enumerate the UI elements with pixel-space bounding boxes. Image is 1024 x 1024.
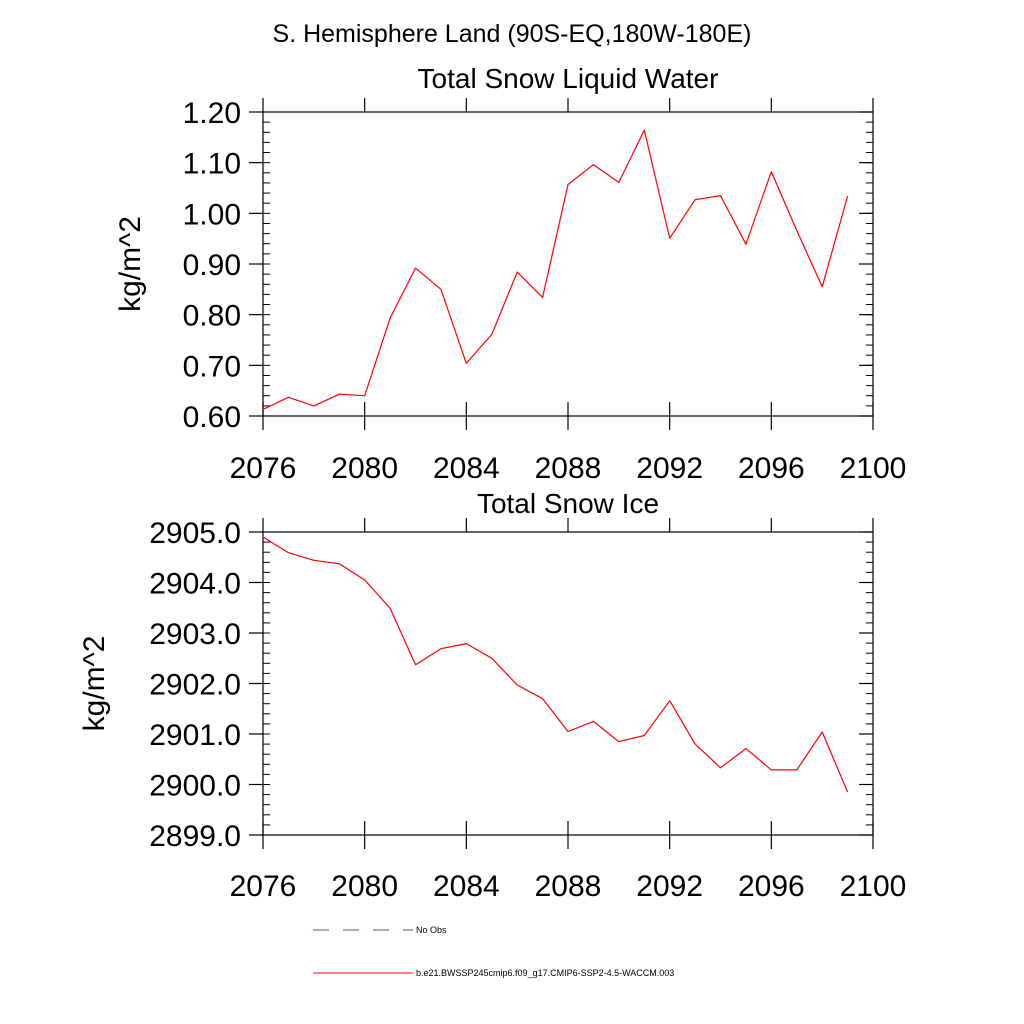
y-tick-label: 2904.0: [149, 568, 241, 601]
chart-title: Total Snow Ice: [477, 488, 659, 519]
y-tick-label: 2901.0: [149, 719, 241, 752]
y-tick-label: 1.00: [183, 198, 241, 231]
series-line: [262, 536, 849, 793]
y-tick-label: 2903.0: [149, 618, 241, 651]
plot-frame: [262, 111, 874, 417]
y-tick-label: 0.90: [183, 249, 241, 282]
x-tick-label: 2092: [636, 870, 703, 903]
series-line: [262, 129, 849, 410]
x-tick-label: 2076: [230, 870, 297, 903]
x-tick-label: 2076: [230, 452, 297, 485]
y-tick-label: 1.10: [183, 148, 241, 181]
x-tick-label: 2092: [636, 452, 703, 485]
legend-label: No Obs: [416, 925, 447, 935]
y-tick-label: 2900.0: [149, 770, 241, 803]
x-tick-label: 2100: [840, 870, 907, 903]
chart-title: Total Snow Liquid Water: [418, 63, 719, 94]
legend: No Obs b.e21.BWSSP245cmip6.f09_g17.CMIP6-…: [313, 925, 674, 978]
legend-label: b.e21.BWSSP245cmip6.f09_g17.CMIP6-SSP2-4…: [416, 968, 674, 978]
y-tick-label: 0.80: [183, 300, 241, 333]
x-tick-label: 2080: [331, 452, 398, 485]
y-tick-label: 2899.0: [149, 820, 241, 853]
chart-panel-snow-liquid-water: Total Snow Liquid Water kg/m^2 2076 2080 208…: [114, 63, 906, 485]
x-tick-label: 2100: [840, 452, 907, 485]
y-axis-label: kg/m^2: [78, 636, 111, 732]
x-tick-label: 2084: [433, 870, 500, 903]
chart-panel-snow-ice: Total Snow Ice kg/m^2 2076 2080 2084 2088 2092…: [78, 488, 906, 903]
figure-title: S. Hemisphere Land (90S-EQ,180W-180E): [273, 20, 752, 48]
x-tick-label: 2096: [738, 870, 805, 903]
x-tick-label: 2084: [433, 452, 500, 485]
y-tick-label: 1.20: [183, 97, 241, 130]
x-tick-label: 2080: [331, 870, 398, 903]
x-tick-label: 2088: [535, 452, 602, 485]
y-tick-label: 0.60: [183, 401, 241, 434]
y-tick-label: 0.70: [183, 350, 241, 383]
y-axis-label: kg/m^2: [114, 216, 147, 312]
x-tick-label: 2096: [738, 452, 805, 485]
y-tick-label: 2902.0: [149, 669, 241, 702]
x-tick-label: 2088: [535, 870, 602, 903]
plot-frame: [262, 531, 874, 836]
y-tick-label: 2905.0: [149, 517, 241, 550]
